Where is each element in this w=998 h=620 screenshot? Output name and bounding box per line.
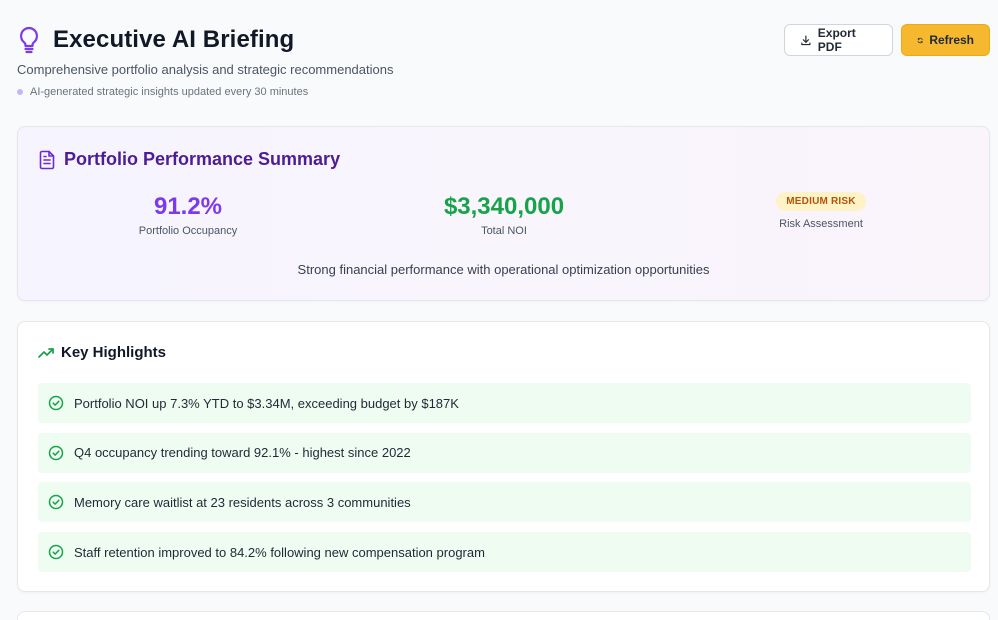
document-icon [38, 150, 56, 170]
list-item: Portfolio NOI up 7.3% YTD to $3.34M, exc… [38, 383, 971, 423]
key-highlights-card: Key Highlights Portfolio NOI up 7.3% YTD… [17, 321, 990, 592]
lightbulb-icon [17, 26, 41, 54]
risk-label: Risk Assessment [779, 218, 863, 230]
list-item: Staff retention improved to 84.2% follow… [38, 532, 971, 573]
title-row: Executive AI Briefing [17, 22, 990, 58]
risk-metric: MEDIUM RISK Risk Assessment [758, 191, 884, 230]
export-pdf-button[interactable]: Export PDF [784, 24, 893, 56]
highlights-title: Key Highlights [61, 344, 167, 361]
highlights-header: Key Highlights [38, 344, 166, 361]
status-dot-icon [17, 89, 23, 95]
refresh-icon [917, 37, 923, 43]
summary-header: Portfolio Performance Summary [38, 149, 340, 170]
highlights-list: Portfolio NOI up 7.3% YTD to $3.34M, exc… [38, 383, 971, 582]
update-note: AI-generated strategic insights updated … [17, 86, 308, 98]
page-title: Executive AI Briefing [53, 26, 295, 53]
highlight-text: Portfolio NOI up 7.3% YTD to $3.34M, exc… [74, 395, 459, 411]
export-pdf-label: Export PDF [817, 26, 856, 54]
page-header: Executive AI Briefing Comprehensive port… [17, 22, 990, 102]
highlight-text: Q4 occupancy trending toward 92.1% - hig… [74, 445, 411, 461]
list-item: Memory care waitlist at 23 residents acr… [38, 482, 971, 523]
refresh-button[interactable]: Refresh [901, 24, 990, 56]
check-circle-icon [48, 395, 64, 411]
header-actions: Export PDF Refresh [784, 24, 990, 56]
next-section-card [17, 611, 990, 620]
refresh-label: Refresh [929, 33, 974, 47]
summary-text: Strong financial performance with operat… [297, 262, 710, 277]
check-circle-icon [48, 494, 64, 510]
occupancy-value: 91.2% [153, 193, 223, 220]
summary-title: Portfolio Performance Summary [64, 149, 341, 169]
occupancy-metric: 91.2% Portfolio Occupancy [118, 193, 258, 237]
risk-badge: MEDIUM RISK [776, 192, 866, 211]
noi-label: Total NOI [481, 225, 527, 237]
portfolio-summary-card: Portfolio Performance Summary 91.2% Port… [17, 126, 990, 301]
trending-up-icon [38, 347, 54, 359]
check-circle-icon [48, 544, 64, 560]
occupancy-label: Portfolio Occupancy [138, 225, 238, 237]
noi-metric: $3,340,000 Total NOI [419, 193, 589, 237]
highlight-text: Memory care waitlist at 23 residents acr… [74, 494, 411, 510]
update-note-text: AI-generated strategic insights updated … [30, 86, 309, 98]
page-subtitle: Comprehensive portfolio analysis and str… [17, 62, 394, 77]
noi-value: $3,340,000 [443, 193, 565, 220]
download-icon [801, 34, 811, 45]
highlight-text: Staff retention improved to 84.2% follow… [74, 544, 485, 560]
list-item: Q4 occupancy trending toward 92.1% - hig… [38, 432, 971, 473]
check-circle-icon [48, 445, 64, 461]
